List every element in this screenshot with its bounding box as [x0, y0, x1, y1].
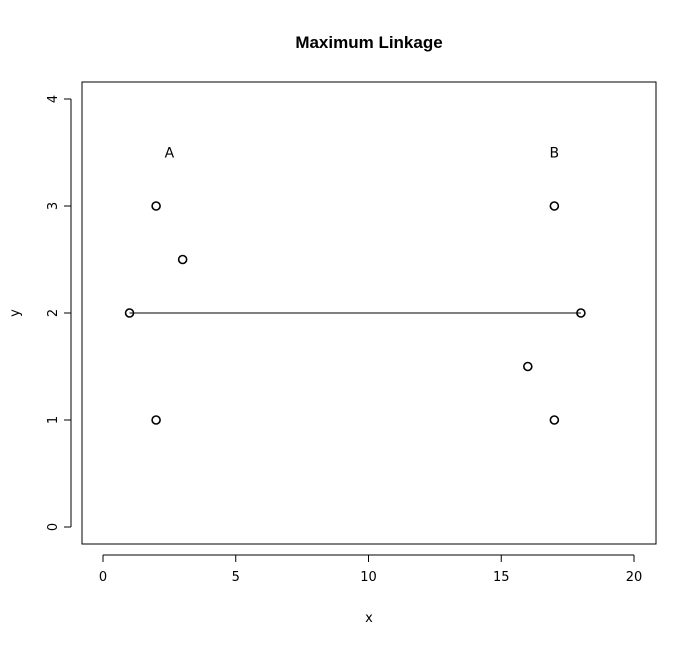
data-point	[522, 361, 533, 372]
x-tick-label: 10	[360, 570, 377, 585]
data-point	[124, 308, 135, 318]
data-point	[549, 201, 560, 211]
data-point	[151, 415, 161, 425]
y-axis-label: y	[8, 309, 23, 317]
data-point	[177, 254, 188, 265]
x-tick-label: 0	[99, 570, 107, 585]
y-tick-label: 1	[46, 416, 61, 424]
y-tick-label: 4	[46, 95, 61, 103]
x-axis: 0 5 10 15 20	[99, 554, 643, 585]
y-tick-label: 0	[46, 523, 61, 531]
data-point	[151, 201, 161, 211]
cluster-label: B	[550, 146, 560, 162]
x-tick-label: 20	[626, 570, 643, 585]
data-point	[576, 308, 586, 318]
y-tick-label: 3	[46, 202, 61, 210]
x-tick-label: 15	[493, 570, 510, 585]
cluster-label: A	[165, 146, 175, 162]
x-tick-label: 5	[232, 570, 240, 585]
plot-frame	[81, 81, 657, 545]
y-tick-label: 2	[46, 309, 61, 317]
chart-title: Maximum Linkage	[295, 33, 442, 52]
data-points	[124, 201, 586, 425]
y-axis: 0 1 2 3 4	[46, 95, 72, 531]
x-axis-label: x	[365, 611, 373, 626]
data-point	[549, 415, 560, 425]
